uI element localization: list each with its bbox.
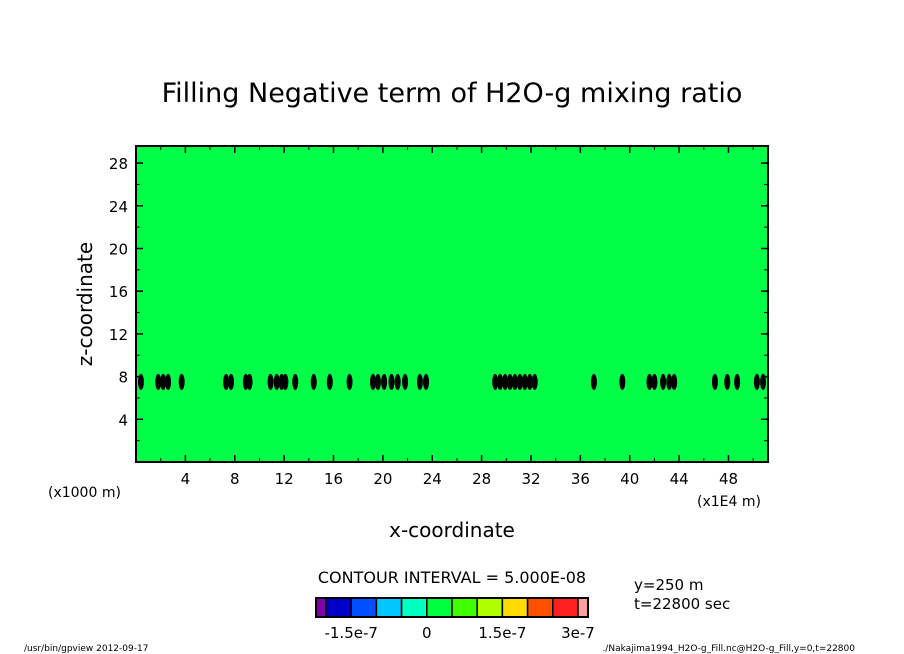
contour-blob [346,373,353,390]
contour-blob [526,373,533,390]
contour-blob [671,373,678,390]
x-tick-label: 16 [324,470,343,488]
contour-blob [711,373,718,390]
contour-blob [660,373,667,390]
contour-blob [666,373,673,390]
contour-blob [223,373,230,390]
colorbar-tick-label: 3e-7 [561,624,595,642]
y-tick-label: 8 [118,369,128,387]
y-tick-label: 28 [109,155,128,173]
plot-area [136,146,768,462]
y-tick-label: 4 [118,411,128,429]
contour-blob [651,373,658,390]
colorbar-frame [315,597,589,618]
contour-blob [507,373,514,390]
x-tick-label: 8 [230,470,240,488]
y-tick-label: 24 [109,198,128,216]
colorbar-swatch [375,597,403,618]
x-tick-label: 4 [181,470,191,488]
contour-blob [753,373,760,390]
x-unit-label: (x1E4 m) [697,494,761,510]
contour-blob [310,373,317,390]
contour-blob [228,373,235,390]
contour-blob [381,373,388,390]
colorbar-tick-label: 1.5e-7 [478,624,526,642]
contour-blob [165,373,172,390]
contour-blob [402,373,409,390]
x-tick-label: 40 [620,470,639,488]
contour-blob [246,373,253,390]
contour-blob [423,373,430,390]
contour-blob [521,373,528,390]
x-tick-label: 28 [472,470,491,488]
contour-blob [511,373,518,390]
contour-blob [155,373,162,390]
contour-blob [326,373,333,390]
contour-blob [394,373,401,390]
contour-blob [178,373,185,390]
contour-blob [137,373,144,390]
contour-blob [760,373,767,390]
t-info: t=22800 sec [634,595,730,613]
contour-blob [516,373,523,390]
colorbar-swatch [526,597,554,618]
contour-blob [734,373,741,390]
contour-blob [646,373,653,390]
contour-blob [619,373,626,390]
contour-interval: CONTOUR INTERVAL = 5.000E-08 [318,568,586,587]
colorbar-swatch [501,597,529,618]
contour-blob [497,373,504,390]
contour-blob [416,373,423,390]
x-tick-label: 20 [373,470,392,488]
colorbar-tick-label: 0 [422,624,432,642]
contour-blob [160,373,167,390]
y-tick-label: 16 [109,283,128,301]
x-tick-label: 44 [670,470,689,488]
x-axis-label: x-coordinate [389,518,515,542]
plot-frame [135,145,769,463]
footer-left: /usr/bin/gpview 2012-09-17 [24,644,148,654]
contour-blob [531,373,538,390]
x-tick-label: 32 [521,470,540,488]
x-tick-label: 48 [719,470,738,488]
x-tick-label: 24 [423,470,442,488]
colorbar-swatch [476,597,504,618]
footer-right: ./Nakajima1994_H2O-g_Fill.nc@H2O-g_Fill,… [602,644,855,654]
colorbar-swatch [552,597,579,618]
y-info: y=250 m [634,576,703,594]
chart-title: Filling Negative term of H2O-g mixing ra… [162,78,743,109]
y-tick-label: 12 [109,326,128,344]
contour-blob [282,373,289,390]
colorbar-swatch [426,597,453,618]
x-tick-label: 36 [571,470,590,488]
contour-blob [292,373,299,390]
contour-blob [724,373,731,390]
colorbar-swatch [577,597,589,618]
contour-blob [370,373,376,390]
y-tick-label: 20 [109,240,128,258]
colorbar-tick-label: -1.5e-7 [324,624,377,642]
contour-blob [502,373,509,390]
contour-blob [374,373,381,390]
colorbar-swatch [350,597,378,618]
contour-blob [492,373,499,390]
colorbar-swatch [400,597,428,618]
y-unit-label: (x1000 m) [48,485,121,501]
x-tick-label: 12 [275,470,294,488]
contour-blob [267,373,274,390]
colorbar-swatch [325,597,352,618]
contour-blob [388,373,395,390]
y-axis-label: z-coordinate [73,242,97,366]
contour-blob [590,373,597,390]
contour-blob [273,373,280,390]
colorbar-swatch [315,597,327,618]
colorbar-swatch [451,597,478,618]
